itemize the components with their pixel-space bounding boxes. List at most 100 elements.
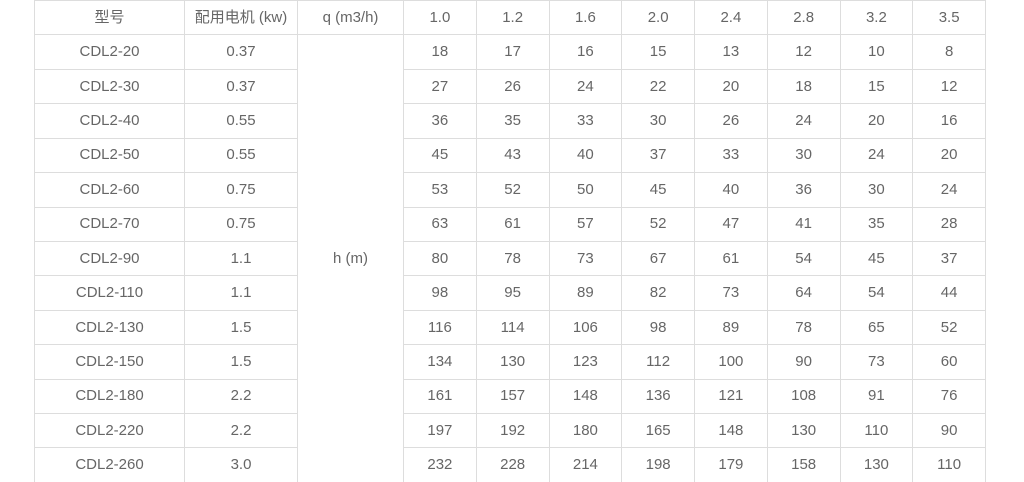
- head-value-cell: 43: [475, 137, 550, 174]
- table-row: CDL2-150 1.5 134 130 123 112 100 90 73 60: [34, 344, 986, 380]
- header-row: 型号 配用电机 (kw) q (m3/h) 1.0 1.2 1.6 2.0 2.4 2.8…: [34, 0, 986, 36]
- head-value-cell: 37: [912, 240, 986, 277]
- table-row: CDL2-20 0.37 h (m) 18 17 16 15 13 12 10 8: [34, 34, 986, 482]
- head-value-cell: 148: [548, 378, 623, 415]
- head-value-cell: 95: [475, 275, 550, 311]
- head-value-cell: 24: [912, 172, 986, 208]
- motor-power-cell: 0.55: [184, 103, 298, 139]
- head-value-cell: 100: [694, 344, 768, 380]
- head-value-cell: 197: [403, 413, 477, 449]
- head-value-cell: 27: [403, 68, 477, 105]
- head-value-cell: 73: [548, 240, 623, 277]
- table-body: CDL2-20 0.37 h (m) 18 17 16 15 13 12 10 8 CDL2-30 0.…: [34, 34, 986, 482]
- head-value-cell: 130: [839, 447, 914, 482]
- head-value-cell: 28: [912, 206, 986, 242]
- model-cell: CDL2-40: [34, 103, 185, 139]
- head-value-cell: 91: [839, 378, 914, 415]
- head-value-cell: 33: [548, 103, 623, 139]
- head-value-cell: 90: [766, 344, 841, 380]
- head-value-cell: 41: [766, 206, 841, 242]
- head-value-cell: 45: [621, 172, 695, 208]
- motor-power-cell: 0.37: [184, 34, 298, 70]
- head-value-cell: 45: [839, 240, 914, 277]
- table-row: CDL2-260 3.0 232 228 214 198 179 158 130 110: [34, 447, 986, 482]
- table-row: CDL2-220 2.2 197 192 180 165 148 130 110 90: [34, 413, 986, 449]
- head-value-cell: 214: [548, 447, 623, 482]
- header-flow-value: 1.6: [548, 0, 623, 36]
- header-flow-value: 2.0: [621, 0, 695, 36]
- head-value-cell: 61: [475, 206, 550, 242]
- head-value-cell: 24: [839, 137, 914, 174]
- head-value-cell: 89: [548, 275, 623, 311]
- header-flow-rate: q (m3/h): [297, 0, 404, 36]
- model-cell: CDL2-90: [34, 240, 185, 277]
- head-value-cell: 8: [912, 34, 986, 70]
- head-value-cell: 165: [621, 413, 695, 449]
- head-value-cell: 40: [694, 172, 768, 208]
- head-value-cell: 24: [766, 103, 841, 139]
- table-row: CDL2-110 1.1 98 95 89 82 73 64 54 44: [34, 275, 986, 311]
- head-value-cell: 61: [694, 240, 768, 277]
- header-model: 型号: [34, 0, 185, 36]
- head-value-cell: 130: [766, 413, 841, 449]
- head-value-cell: 22: [621, 68, 695, 105]
- head-value-cell: 17: [475, 34, 550, 70]
- head-value-cell: 53: [403, 172, 477, 208]
- head-value-cell: 228: [475, 447, 550, 482]
- motor-power-cell: 0.37: [184, 68, 298, 105]
- head-value-cell: 52: [475, 172, 550, 208]
- table-row: CDL2-70 0.75 63 61 57 52 47 41 35 28: [34, 206, 986, 242]
- head-value-cell: 35: [475, 103, 550, 139]
- head-value-cell: 192: [475, 413, 550, 449]
- head-value-cell: 134: [403, 344, 477, 380]
- head-value-cell: 110: [839, 413, 914, 449]
- head-value-cell: 89: [694, 309, 768, 346]
- head-value-cell: 106: [548, 309, 623, 346]
- head-value-cell: 110: [912, 447, 986, 482]
- model-cell: CDL2-260: [34, 447, 185, 482]
- head-value-cell: 78: [475, 240, 550, 277]
- head-value-cell: 67: [621, 240, 695, 277]
- head-value-cell: 123: [548, 344, 623, 380]
- head-value-cell: 76: [912, 378, 986, 415]
- head-value-cell: 90: [912, 413, 986, 449]
- head-value-cell: 121: [694, 378, 768, 415]
- header-flow-value: 1.0: [403, 0, 477, 36]
- head-value-cell: 24: [548, 68, 623, 105]
- header-flow-value: 2.8: [766, 0, 841, 36]
- motor-power-cell: 0.75: [184, 206, 298, 242]
- head-value-cell: 232: [403, 447, 477, 482]
- head-value-cell: 30: [839, 172, 914, 208]
- header-motor-power: 配用电机 (kw): [184, 0, 298, 36]
- table-row: CDL2-50 0.55 45 43 40 37 33 30 24 20: [34, 137, 986, 174]
- table-row: CDL2-30 0.37 27 26 24 22 20 18 15 12: [34, 68, 986, 105]
- head-value-cell: 180: [548, 413, 623, 449]
- header-flow-value: 3.2: [839, 0, 914, 36]
- motor-power-cell: 0.55: [184, 137, 298, 174]
- head-value-cell: 45: [403, 137, 477, 174]
- head-value-cell: 114: [475, 309, 550, 346]
- model-cell: CDL2-70: [34, 206, 185, 242]
- head-value-cell: 157: [475, 378, 550, 415]
- model-cell: CDL2-50: [34, 137, 185, 174]
- head-value-cell: 44: [912, 275, 986, 311]
- head-value-cell: 161: [403, 378, 477, 415]
- head-value-cell: 26: [475, 68, 550, 105]
- model-cell: CDL2-130: [34, 309, 185, 346]
- motor-power-cell: 1.1: [184, 275, 298, 311]
- head-value-cell: 36: [403, 103, 477, 139]
- head-value-cell: 82: [621, 275, 695, 311]
- head-value-cell: 116: [403, 309, 477, 346]
- head-value-cell: 40: [548, 137, 623, 174]
- model-cell: CDL2-220: [34, 413, 185, 449]
- head-value-cell: 18: [403, 34, 477, 70]
- model-cell: CDL2-150: [34, 344, 185, 380]
- head-value-cell: 15: [621, 34, 695, 70]
- motor-power-cell: 2.2: [184, 378, 298, 415]
- motor-power-cell: 1.1: [184, 240, 298, 277]
- header-flow-value: 1.2: [475, 0, 550, 36]
- head-value-cell: 16: [912, 103, 986, 139]
- head-value-cell: 73: [839, 344, 914, 380]
- head-value-cell: 13: [694, 34, 768, 70]
